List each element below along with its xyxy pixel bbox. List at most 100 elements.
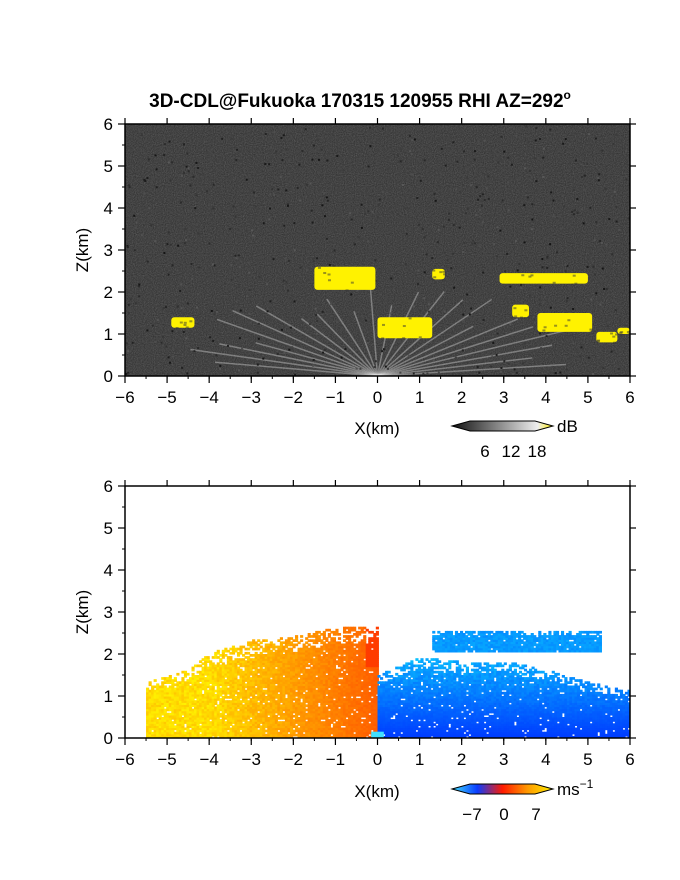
noise-speckle — [479, 215, 482, 218]
velocity-cell — [191, 710, 195, 714]
velocity-cell — [312, 698, 316, 701]
velocity-cell — [342, 681, 347, 684]
velocity-cell — [355, 643, 359, 647]
velocity-cell — [390, 714, 394, 718]
velocity-cell — [269, 687, 273, 691]
velocity-cell — [252, 660, 256, 663]
noise-speckle — [267, 303, 270, 306]
patch-gap — [612, 335, 616, 338]
velocity-cell — [375, 683, 379, 687]
velocity-cell — [282, 731, 286, 735]
velocity-cell — [239, 679, 243, 682]
velocity-cell — [305, 664, 309, 668]
noise-speckle — [495, 255, 498, 258]
velocity-cell — [302, 658, 306, 661]
velocity-cell — [415, 693, 419, 697]
velocity-cell — [214, 675, 218, 678]
noise-speckle — [468, 313, 471, 316]
velocity-cell — [315, 637, 319, 640]
echo-ray — [255, 342, 378, 376]
velocity-cell — [186, 683, 190, 687]
noise-speckle — [149, 127, 152, 130]
velocity-cell — [405, 721, 409, 724]
velocity-cell — [375, 710, 379, 714]
velocity-cell — [390, 704, 394, 708]
velocity-cell — [254, 727, 258, 731]
velocity-cell — [224, 731, 228, 735]
velocity-cell — [337, 702, 342, 705]
velocity-cell — [277, 656, 281, 659]
velocity-cell — [355, 700, 359, 703]
velocity-cell — [191, 679, 195, 682]
velocity-cell — [355, 660, 359, 663]
velocity-cell — [330, 656, 334, 659]
noise-speckle — [389, 312, 392, 315]
noise-speckle — [612, 142, 615, 145]
noise-speckle — [314, 307, 317, 310]
velocity-cell — [387, 679, 391, 682]
noise-speckle — [311, 158, 314, 161]
velocity-cell — [335, 721, 339, 724]
velocity-cell — [420, 696, 424, 699]
velocity-cell — [148, 689, 152, 693]
noise-speckle — [296, 186, 299, 189]
velocity-cell — [410, 731, 414, 735]
velocity-cell — [332, 681, 337, 684]
velocity-cell — [332, 685, 337, 689]
velocity-cell — [355, 689, 359, 693]
velocity-cell — [330, 735, 334, 738]
velocity-cell — [360, 698, 364, 701]
velocity-cell — [407, 693, 411, 697]
velocity-cell — [209, 698, 213, 701]
velocity-cell — [415, 683, 419, 687]
velocity-cell — [368, 729, 372, 733]
velocity-cell — [229, 731, 233, 735]
velocity-cell — [297, 651, 301, 655]
velocity-cell — [226, 706, 230, 710]
velocity-cell — [405, 735, 409, 738]
velocity-cell — [307, 651, 311, 655]
velocity-cell — [305, 733, 309, 737]
velocity-cell — [176, 714, 180, 718]
velocity-cell — [360, 708, 364, 712]
velocity-cell — [257, 706, 261, 710]
velocity-cell — [373, 639, 377, 642]
velocity-cell — [249, 723, 253, 726]
velocity-cell — [353, 660, 357, 663]
velocity-cell — [415, 664, 419, 668]
noise-speckle — [464, 212, 467, 215]
velocity-cell — [272, 712, 276, 716]
velocity-cell — [254, 735, 258, 738]
velocity-cell — [168, 714, 172, 718]
velocity-cell — [353, 651, 357, 655]
velocity-cell — [370, 702, 374, 705]
velocity-cell — [201, 733, 205, 737]
velocity-cell — [392, 719, 396, 722]
velocity-cell — [236, 687, 241, 691]
velocity-cell — [407, 708, 411, 712]
velocity-cell — [300, 635, 304, 638]
velocity-cell — [181, 677, 185, 680]
velocity-cell — [269, 721, 273, 724]
velocity-cell — [420, 731, 424, 735]
velocity-cell — [375, 727, 379, 731]
velocity-cell — [405, 706, 409, 710]
velocity-cell — [204, 668, 208, 672]
velocity-cell — [332, 639, 337, 642]
velocity-cell — [186, 704, 190, 708]
patch-gap — [626, 331, 630, 334]
velocity-cell — [264, 706, 268, 710]
velocity-cell — [310, 654, 314, 657]
velocity-cell — [181, 691, 185, 695]
velocity-cell — [405, 700, 409, 703]
velocity-cell — [282, 733, 286, 737]
velocity-cell — [183, 719, 188, 722]
noise-speckle — [615, 220, 618, 223]
noise-speckle — [243, 326, 246, 329]
velocity-cell — [375, 698, 379, 701]
velocity-cell — [292, 681, 296, 684]
velocity-cell — [277, 723, 281, 726]
velocity-cell — [252, 733, 256, 737]
velocity-cell — [368, 645, 372, 649]
velocity-cell — [249, 658, 253, 661]
